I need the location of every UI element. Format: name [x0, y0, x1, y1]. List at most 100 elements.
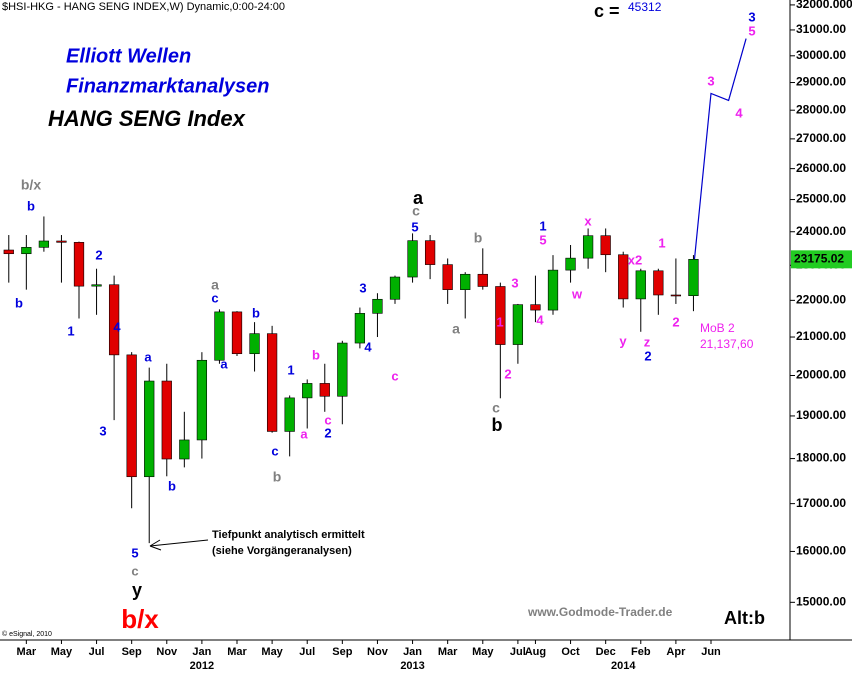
candle-body: [460, 273, 471, 290]
annotation: z: [644, 334, 651, 349]
annotation: b: [252, 305, 260, 320]
y-tick-label: 27000.00: [796, 131, 846, 145]
candle-body: [302, 383, 313, 399]
y-tick-label: 18000.00: [796, 451, 846, 465]
candle-body: [565, 257, 576, 271]
x-tick-label: Jul: [299, 646, 315, 658]
x-tick-label: Jul: [89, 646, 105, 658]
annotation: 2: [504, 366, 511, 381]
y-tick-label: 20000.00: [796, 368, 846, 382]
x-tick-label: Oct: [561, 646, 580, 658]
annotation: 45312: [628, 0, 662, 14]
annotation: x: [584, 213, 592, 228]
annotation: 3: [99, 423, 106, 438]
candle-body: [161, 380, 172, 460]
annotation: www.Godmode-Trader.de: [527, 605, 673, 619]
annotation: 2: [672, 314, 679, 329]
annotation: x2: [628, 252, 642, 267]
year-label: 2014: [611, 660, 636, 672]
x-tick-label: Dec: [596, 646, 616, 658]
candle-body: [249, 333, 260, 355]
annotation: a: [211, 277, 219, 293]
y-tick-label: 28000.00: [796, 102, 846, 116]
y-tick-label: 25000.00: [796, 192, 846, 206]
annotation: Elliott Wellen: [66, 45, 191, 67]
y-tick-label: 17000.00: [796, 496, 846, 510]
annotation: 4: [113, 319, 121, 334]
annotation: 4: [536, 312, 544, 327]
chart-title: $HSI-HKG - HANG SENG INDEX,W) Dynamic,0:…: [2, 1, 285, 13]
annotation: b: [27, 198, 35, 213]
annotation: 5: [539, 232, 546, 247]
annotation: a: [220, 356, 228, 371]
annotation: c: [271, 443, 278, 458]
y-tick-label: 29000.00: [796, 75, 846, 89]
annotation: c: [211, 290, 218, 305]
annotation: b: [474, 230, 483, 246]
last-price-box: [791, 250, 852, 269]
arrow-head: [149, 539, 162, 551]
annotation: b: [492, 415, 503, 435]
annotation: w: [571, 286, 583, 301]
x-tick-label: Mar: [438, 646, 458, 658]
candle-body: [618, 254, 629, 300]
year-label: 2012: [190, 660, 214, 672]
candle-body: [495, 286, 506, 345]
line: [692, 38, 747, 271]
candle-body: [653, 270, 664, 296]
annotation: 5: [748, 23, 755, 38]
y-tick-label: 22000.00: [796, 293, 846, 307]
candle-body: [56, 240, 67, 243]
candle-body: [389, 276, 401, 300]
candle-body: [670, 294, 682, 297]
annotation: b: [273, 469, 282, 485]
x-tick-label: Mar: [227, 646, 247, 658]
candle-body: [582, 235, 594, 259]
annotation: c =: [594, 1, 620, 21]
candle-body: [319, 383, 330, 397]
annotation: 4: [735, 105, 743, 120]
annotation: 5: [411, 219, 418, 234]
x-tick-label: Aug: [525, 646, 546, 658]
annotation: a: [144, 349, 152, 364]
annotation: 1: [496, 314, 503, 329]
annotation: c: [131, 563, 138, 578]
y-tick-label: 26000.00: [796, 161, 846, 175]
candle-body: [144, 380, 155, 478]
annotation: 2: [644, 348, 651, 363]
x-tick-label: Jun: [701, 646, 721, 658]
x-tick-label: Feb: [631, 646, 651, 658]
candle-body: [21, 247, 32, 255]
annotation: b/x: [121, 604, 159, 634]
annotation: a: [452, 321, 460, 337]
x-tick-label: Jan: [192, 646, 211, 658]
annotation: MoB 2: [700, 321, 735, 335]
annotation: a: [413, 188, 424, 208]
x-tick-label: May: [51, 646, 73, 658]
annotation: 3: [707, 73, 714, 88]
y-tick-label: 30000.00: [796, 48, 846, 62]
y-tick-label: 32000.000: [796, 0, 852, 11]
candle-body: [214, 311, 225, 361]
x-tick-label: Mar: [17, 646, 37, 658]
y-tick-label: 16000.00: [796, 544, 846, 558]
candle-body: [547, 269, 559, 311]
candle-body: [512, 304, 524, 345]
x-tick-label: Apr: [666, 646, 686, 658]
annotation: 1: [287, 362, 294, 377]
annotation: c: [412, 203, 420, 219]
annotation: c: [492, 400, 500, 416]
candle-body: [600, 235, 611, 256]
annotation: y: [619, 333, 627, 348]
arrow-line: [149, 539, 209, 547]
annotation: HANG SENG Index: [48, 106, 246, 131]
annotation: b: [312, 347, 320, 362]
annotation: 2: [95, 247, 102, 262]
candle-body: [179, 439, 190, 460]
candle-body: [688, 259, 699, 296]
candle-body: [38, 240, 50, 248]
candle-body: [196, 359, 208, 441]
x-tick-label: Jul: [510, 646, 526, 658]
y-tick-label: 15000.00: [796, 594, 846, 608]
